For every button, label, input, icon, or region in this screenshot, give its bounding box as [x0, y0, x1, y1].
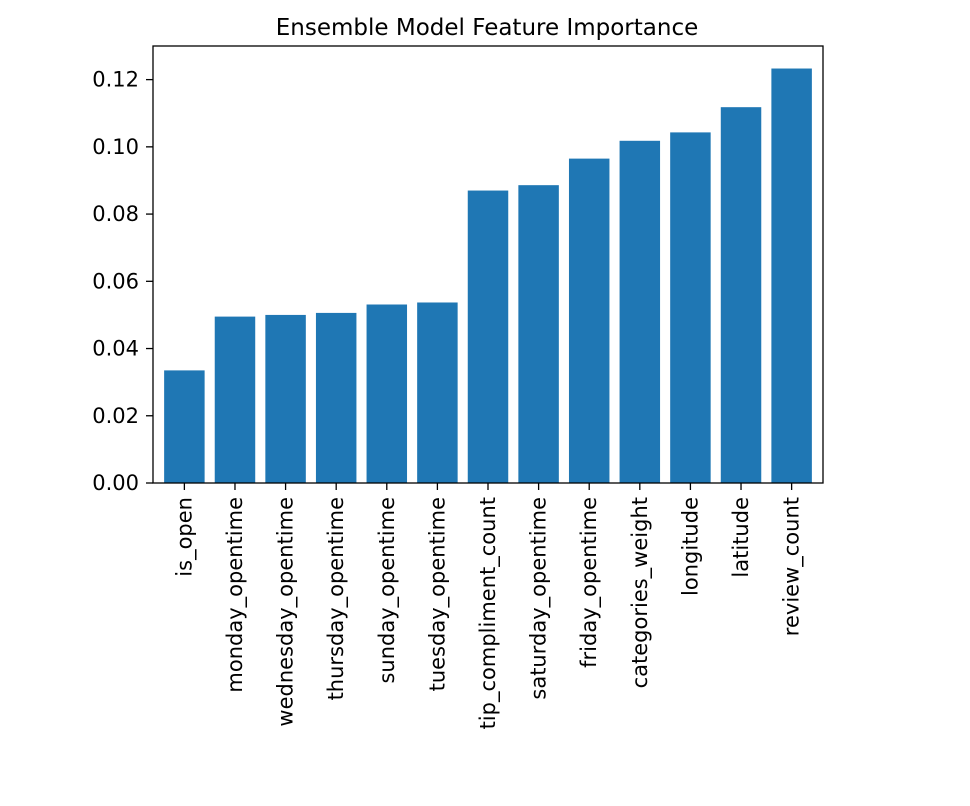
x-tick-label: latitude [729, 497, 753, 578]
bar-tuesday_opentime [417, 302, 458, 483]
bar-categories_weight [619, 140, 661, 483]
y-tick-label: 0.02 [92, 404, 139, 428]
bar-is_open [164, 370, 205, 483]
y-tick-label: 0.04 [92, 337, 139, 361]
x-tick-label: longitude [678, 497, 702, 596]
x-tick-label: review_count [780, 497, 805, 636]
x-tick-label: tip_compliment_count [476, 497, 501, 729]
x-tick-label: is_open [172, 497, 197, 577]
x-axis: is_open monday_opentime wednesday_opentime… [172, 483, 805, 729]
bar-friday_opentime [568, 158, 610, 483]
x-tick-label: wednesday_opentime [274, 497, 299, 727]
bars-group [164, 68, 812, 484]
y-tick-label: 0.10 [92, 135, 139, 159]
x-tick-label: friday_opentime [577, 497, 602, 668]
x-tick-label: thursday_opentime [324, 497, 349, 700]
y-tick-label: 0.12 [92, 68, 139, 92]
bar-saturday_opentime [518, 185, 559, 483]
bar-wednesday_opentime [265, 314, 306, 483]
y-tick-label: 0.08 [92, 202, 139, 226]
bar-review_count [771, 68, 812, 483]
x-tick-label: categories_weight [628, 497, 653, 688]
x-tick-label: saturday_opentime [527, 497, 552, 700]
chart-title: Ensemble Model Feature Importance [276, 15, 699, 41]
bar-tip_compliment_count [467, 190, 509, 484]
bar-thursday_opentime [315, 312, 357, 483]
bar-monday_opentime [214, 316, 256, 483]
y-axis: 0.00 0.02 0.04 0.06 0.08 0.10 0.12 [92, 68, 153, 495]
bar-latitude [720, 107, 762, 484]
y-tick-label: 0.00 [92, 471, 139, 495]
x-tick-label: sunday_opentime [375, 497, 400, 684]
x-tick-label: tuesday_opentime [425, 497, 450, 691]
bar-sunday_opentime [366, 304, 408, 483]
plot-frame [152, 45, 824, 484]
x-tick-label: monday_opentime [223, 497, 248, 693]
bar-longitude [670, 132, 711, 483]
y-tick-label: 0.06 [92, 269, 139, 293]
